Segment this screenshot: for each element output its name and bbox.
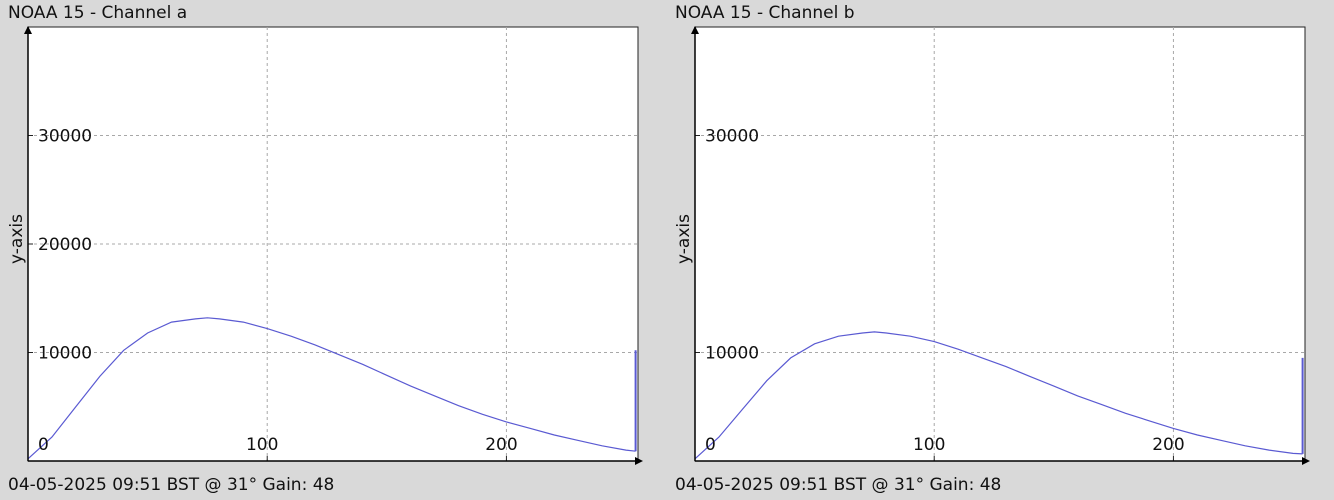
x-tick-label: 200: [485, 435, 517, 455]
series-line: [694, 331, 1303, 460]
x-axis-arrow: [635, 457, 643, 465]
x-axis-arrow: [1302, 457, 1310, 465]
y-tick-label: 30000: [38, 127, 92, 147]
plot-area: [27, 26, 639, 462]
chart-title: NOAA 15 - Channel b: [675, 3, 855, 23]
x-tick-label: 0: [705, 435, 716, 455]
y-axis-arrow: [691, 26, 699, 34]
panel-channel-a: NOAA 15 - Channel a 0 100 200 10000 20000 300…: [7, 3, 643, 495]
y-axis-title: y-axis: [7, 214, 27, 264]
plot-area: [694, 26, 1306, 462]
y-tick-label: 10000: [38, 344, 92, 364]
chart-plot-b: 0 100 200 10000 30000 y-axis: [674, 26, 1310, 465]
y-tick-label: 20000: [38, 235, 92, 255]
panel-channel-b: NOAA 15 - Channel b 0 100 200 10000 30000 y-a…: [667, 0, 1334, 500]
chart-title: NOAA 15 - Channel a: [8, 3, 188, 23]
x-tick-label: 200: [1152, 435, 1184, 455]
series-line: [27, 317, 636, 460]
x-tick-label: 0: [38, 435, 49, 455]
y-axis-title: y-axis: [674, 214, 694, 264]
x-tick-label: 100: [246, 435, 278, 455]
x-tick-label: 100: [913, 435, 945, 455]
chart-plot-a: 0 100 200 10000 20000 30000 y-axis: [7, 26, 643, 465]
y-tick-label: 10000: [705, 344, 759, 364]
y-tick-label: 30000: [705, 127, 759, 147]
chart-footer: 04-05-2025 09:51 BST @ 31° Gain: 48: [8, 475, 335, 495]
chart-footer: 04-05-2025 09:51 BST @ 31° Gain: 48: [675, 475, 1002, 495]
y-axis-arrow: [24, 26, 32, 34]
